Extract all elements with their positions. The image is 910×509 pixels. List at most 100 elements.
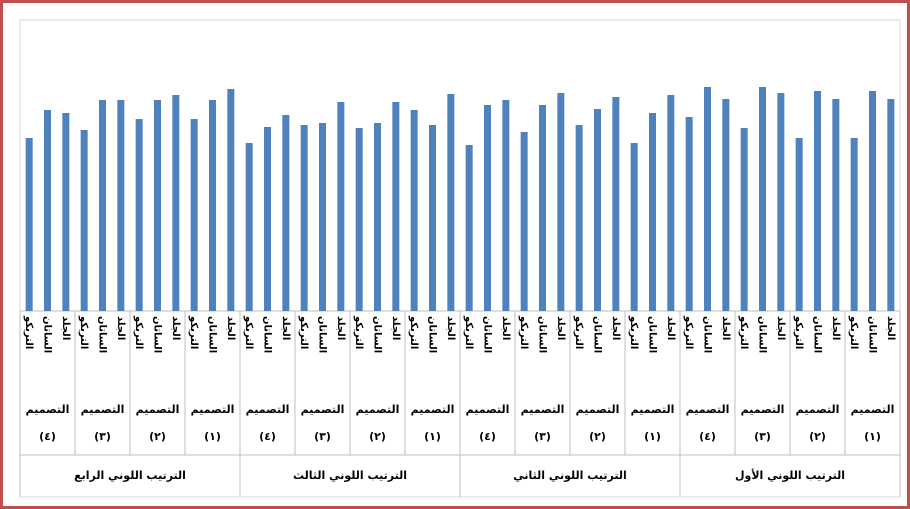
design-number: (٤) <box>259 430 276 443</box>
design-number: (٣) <box>534 430 551 443</box>
bar <box>832 99 840 311</box>
bar <box>795 138 803 311</box>
category-label: الجلد <box>665 316 676 340</box>
category-label: التريكو <box>573 315 584 349</box>
category-label: الساتان <box>757 316 768 353</box>
design-label: التصميم <box>301 403 345 416</box>
category-label: الجلد <box>500 316 511 340</box>
group-label: الترتيب اللوني الأول <box>735 468 845 482</box>
category-label: التريكو <box>298 315 309 349</box>
category-label: الجلد <box>390 316 401 340</box>
bar <box>539 105 546 311</box>
design-label: التصميم <box>191 403 235 416</box>
category-label: الساتان <box>702 316 713 353</box>
bar <box>649 113 656 311</box>
bar <box>410 110 418 311</box>
category-label: الساتان <box>317 316 328 353</box>
design-number: (٣) <box>94 430 111 443</box>
bar <box>135 119 143 311</box>
design-label: التصميم <box>411 403 455 416</box>
design-number: (٤) <box>699 430 716 443</box>
category-label: التريكو <box>188 315 199 349</box>
category-label: الجلد <box>720 316 731 340</box>
bar <box>759 87 766 311</box>
bar <box>704 87 711 311</box>
bar <box>630 143 638 311</box>
bar <box>777 93 785 311</box>
category-label: الجلد <box>335 316 346 340</box>
category-label: التريكو <box>78 315 89 349</box>
category-label: الجلد <box>170 316 181 340</box>
bar <box>465 145 473 311</box>
bar <box>374 123 381 311</box>
design-number: (٤) <box>479 430 496 443</box>
bar <box>190 119 198 311</box>
bar <box>722 99 730 311</box>
design-label: التصميم <box>246 403 290 416</box>
category-label: الساتان <box>42 316 53 353</box>
category-label: التريكو <box>518 315 529 349</box>
category-label: التريكو <box>408 315 419 349</box>
design-number: (٣) <box>754 430 771 443</box>
bar <box>502 100 510 311</box>
bar <box>300 125 308 311</box>
group-label: الترتيب اللوني الثالث <box>293 469 407 482</box>
bar <box>154 100 161 311</box>
design-number: (٢) <box>809 430 826 443</box>
category-label: التريكو <box>793 315 804 349</box>
design-number: (٢) <box>369 430 386 443</box>
group-label: الترتيب اللوني الرابع <box>74 469 186 482</box>
bar <box>429 125 436 311</box>
category-label: التريكو <box>683 315 694 349</box>
bar <box>25 138 33 311</box>
bar <box>172 95 180 311</box>
category-label: الجلد <box>60 316 71 340</box>
bar <box>117 100 125 311</box>
design-label: التصميم <box>576 403 620 416</box>
category-label: الساتان <box>97 316 108 353</box>
category-label: الجلد <box>445 316 456 340</box>
category-label: التريكو <box>353 315 364 349</box>
design-label: التصميم <box>466 403 510 416</box>
category-label: التريكو <box>463 315 474 349</box>
bar <box>282 115 290 311</box>
category-label: الساتان <box>262 316 273 353</box>
bar <box>667 95 675 311</box>
bar <box>227 89 235 311</box>
bar <box>557 93 565 311</box>
category-label: الجلد <box>610 316 621 340</box>
category-label: التريكو <box>133 315 144 349</box>
bar <box>887 99 895 311</box>
category-label: الجلد <box>885 316 896 340</box>
bar <box>245 143 253 311</box>
design-label: التصميم <box>521 403 565 416</box>
bar <box>520 132 528 311</box>
design-number: (١) <box>644 430 661 443</box>
design-number: (٤) <box>39 430 56 443</box>
bar <box>814 91 821 311</box>
design-number: (١) <box>424 430 441 443</box>
category-label: الساتان <box>372 316 383 353</box>
bar <box>740 128 748 311</box>
category-label: الساتان <box>647 316 658 353</box>
bar <box>612 97 620 311</box>
design-number: (١) <box>864 430 881 443</box>
design-label: التصميم <box>796 403 840 416</box>
design-number: (١) <box>204 430 221 443</box>
bar <box>355 128 363 311</box>
category-label: الساتان <box>867 316 878 353</box>
design-number: (٢) <box>149 430 166 443</box>
category-label: الساتان <box>427 316 438 353</box>
bar <box>80 130 88 311</box>
bar <box>319 123 326 311</box>
design-label: التصميم <box>26 403 70 416</box>
category-label: الجلد <box>225 316 236 340</box>
category-label: التريكو <box>738 315 749 349</box>
design-label: التصميم <box>136 403 180 416</box>
category-label: الساتان <box>537 316 548 353</box>
design-label: التصميم <box>631 403 675 416</box>
category-label: الجلد <box>555 316 566 340</box>
bar <box>484 105 491 311</box>
